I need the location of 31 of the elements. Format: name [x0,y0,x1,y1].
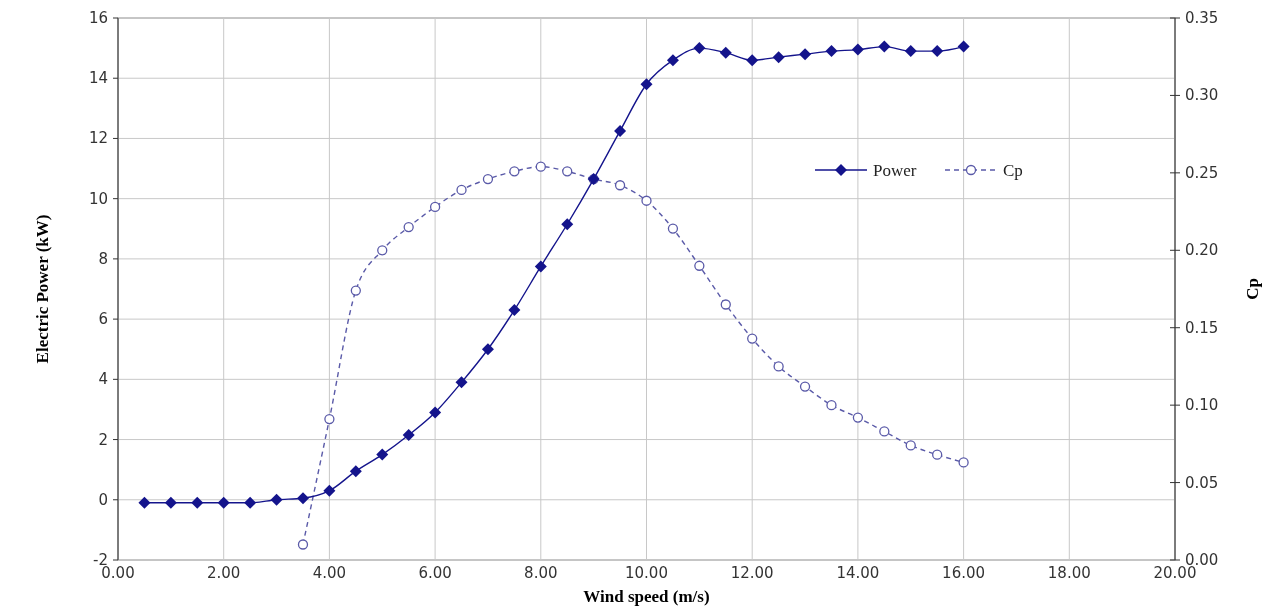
y-tick-label: 16 [88,9,108,27]
y-tick-label: 0 [98,490,108,509]
y2-axis-title: Cp [1243,278,1262,300]
x-tick-label: 12.00 [730,564,774,582]
legend-label: Cp [1003,161,1023,180]
y-tick-label: 6 [98,310,108,329]
x-tick-label: 14.00 [836,564,880,582]
y2-tick-label: 0.20 [1185,241,1219,260]
y2-tick-label: 0.10 [1185,396,1219,415]
x-tick-label: 10.00 [625,564,668,582]
y2-tick-label: 0.05 [1185,473,1219,492]
x-tick-label: 6.00 [418,564,452,582]
x-tick-label: 16.00 [942,564,986,582]
y2-tick-label: 0.35 [1185,9,1219,27]
x-tick-label: 20.00 [1153,564,1197,582]
y-tick-label: 2 [98,430,108,449]
y2-tick-label: 0.25 [1185,163,1219,182]
y-axis-title: Electric Power (kW) [33,214,52,364]
y-tick-label: 4 [98,370,108,389]
y-tick-label: 8 [98,249,108,268]
y-tick-label: 10 [88,189,108,208]
legend-label: Power [873,161,917,180]
y-tick-label: 14 [88,69,108,88]
x-axis-title: Wind speed (m/s) [583,587,710,606]
y-tick-label: 12 [88,129,108,148]
y2-tick-label: 0.15 [1185,318,1219,337]
x-tick-label: 2.00 [207,564,241,582]
x-tick-label: 4.00 [312,564,347,582]
x-tick-label: 8.00 [524,564,558,582]
y2-tick-label: 0.30 [1185,86,1219,105]
x-tick-label: 18.00 [1047,564,1091,582]
